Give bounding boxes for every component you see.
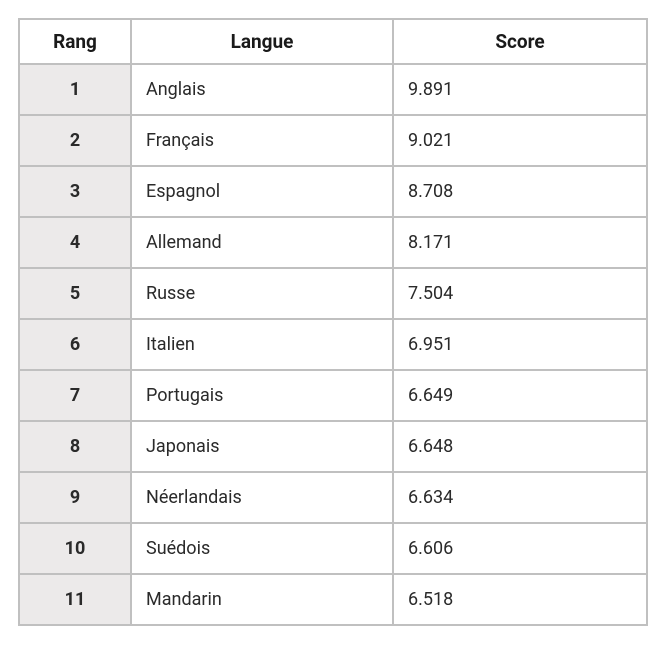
cell-rang: 3 <box>20 167 130 216</box>
table-row: 4Allemand8.171 <box>20 218 646 267</box>
cell-rang: 6 <box>20 320 130 369</box>
cell-langue: Russe <box>132 269 392 318</box>
cell-rang: 2 <box>20 116 130 165</box>
cell-score: 6.648 <box>394 422 646 471</box>
column-header-rang: Rang <box>20 20 130 63</box>
cell-rang: 7 <box>20 371 130 420</box>
column-header-langue: Langue <box>132 20 392 63</box>
cell-langue: Français <box>132 116 392 165</box>
cell-rang: 8 <box>20 422 130 471</box>
language-score-table: Rang Langue Score 1Anglais9.8912Français… <box>18 18 648 626</box>
cell-rang: 9 <box>20 473 130 522</box>
cell-rang: 4 <box>20 218 130 267</box>
table-row: 9Néerlandais6.634 <box>20 473 646 522</box>
table-row: 7Portugais6.649 <box>20 371 646 420</box>
table-header-row: Rang Langue Score <box>20 20 646 63</box>
column-header-score: Score <box>394 20 646 63</box>
cell-langue: Espagnol <box>132 167 392 216</box>
cell-rang: 1 <box>20 65 130 114</box>
cell-score: 8.708 <box>394 167 646 216</box>
cell-score: 8.171 <box>394 218 646 267</box>
cell-score: 6.634 <box>394 473 646 522</box>
cell-langue: Anglais <box>132 65 392 114</box>
cell-rang: 11 <box>20 575 130 624</box>
table-row: 3Espagnol8.708 <box>20 167 646 216</box>
table-row: 5Russe7.504 <box>20 269 646 318</box>
cell-score: 6.518 <box>394 575 646 624</box>
cell-score: 7.504 <box>394 269 646 318</box>
cell-score: 6.951 <box>394 320 646 369</box>
cell-rang: 10 <box>20 524 130 573</box>
cell-rang: 5 <box>20 269 130 318</box>
cell-langue: Mandarin <box>132 575 392 624</box>
cell-score: 9.021 <box>394 116 646 165</box>
cell-langue: Japonais <box>132 422 392 471</box>
cell-langue: Italien <box>132 320 392 369</box>
cell-langue: Néerlandais <box>132 473 392 522</box>
cell-score: 6.649 <box>394 371 646 420</box>
cell-langue: Allemand <box>132 218 392 267</box>
table-row: 10Suédois6.606 <box>20 524 646 573</box>
cell-langue: Suédois <box>132 524 392 573</box>
table-row: 6Italien6.951 <box>20 320 646 369</box>
cell-langue: Portugais <box>132 371 392 420</box>
cell-score: 6.606 <box>394 524 646 573</box>
table-row: 8Japonais6.648 <box>20 422 646 471</box>
table-row: 2Français9.021 <box>20 116 646 165</box>
table-row: 11Mandarin6.518 <box>20 575 646 624</box>
table-row: 1Anglais9.891 <box>20 65 646 114</box>
cell-score: 9.891 <box>394 65 646 114</box>
